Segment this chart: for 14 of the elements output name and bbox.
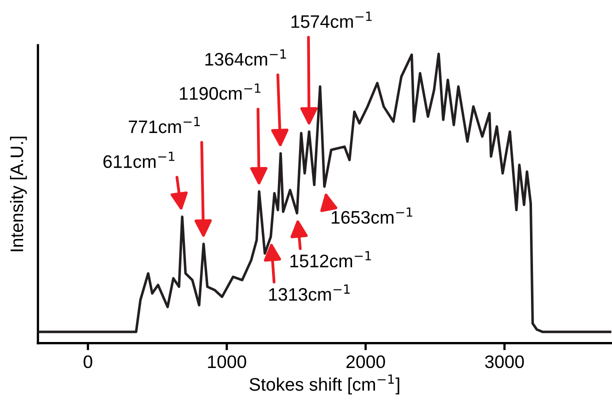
x-tick-label: 2000 [346,355,386,368]
annotation: 771cm$^{−1}$ [128,116,200,134]
annotation: 1313cm$^{−1}$ [269,284,350,301]
annotation: 611cm$^{−1}$ [103,152,174,168]
annotation: 1574cm$^{−1}$ [291,12,372,28]
annotation: 1653cm$^{−1}$ [332,207,412,224]
x-axis-title: Stokes shift [cm$^{−1}$] [250,374,400,394]
annotation: 1364cm$^{−1}$ [205,49,286,66]
y-axis-title: Intensity [A.U.] [10,136,27,252]
x-tick-label: 1000 [208,355,246,368]
x-tick-label: 3000 [485,355,524,368]
annotation: 1190cm$^{−1}$ [180,84,260,100]
annotation: 1512cm$^{−1}$ [290,251,371,268]
x-tick-label: 0 [84,355,92,368]
